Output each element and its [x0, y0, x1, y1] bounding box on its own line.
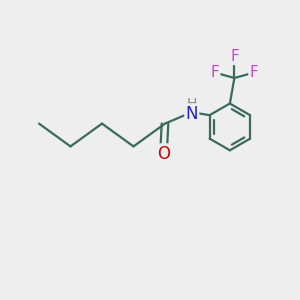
Text: F: F — [230, 49, 239, 64]
Text: H: H — [187, 97, 197, 111]
Text: F: F — [250, 65, 258, 80]
Text: N: N — [185, 105, 198, 123]
Text: F: F — [211, 65, 219, 80]
Text: O: O — [157, 145, 170, 163]
